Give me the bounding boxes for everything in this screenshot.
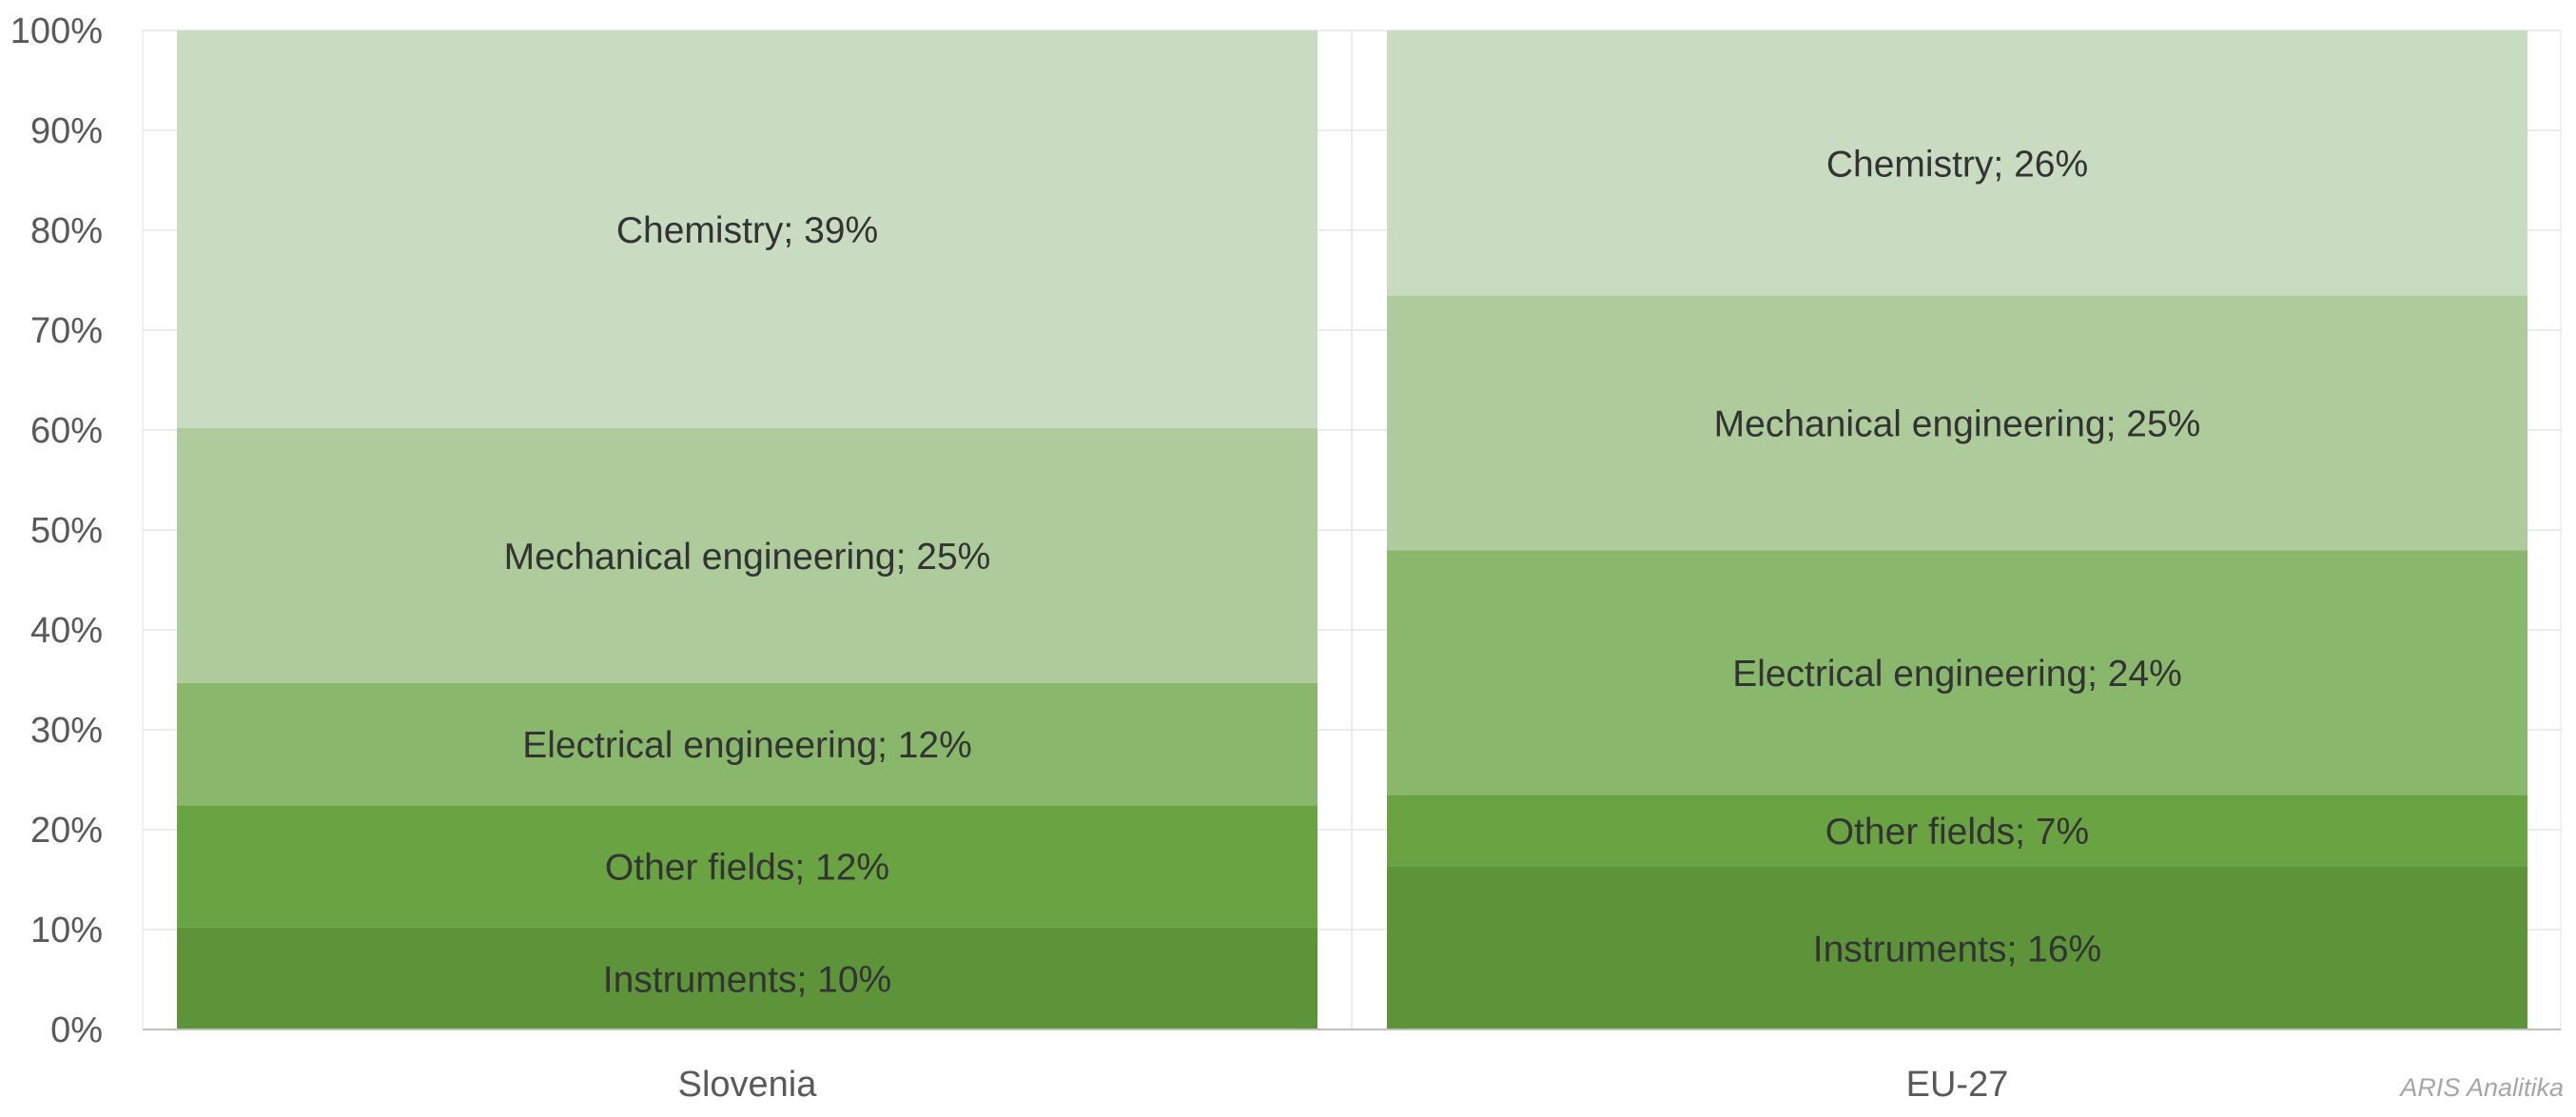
bar-segment (177, 805, 1317, 928)
data-label: Other fields; 7% (1825, 812, 2089, 852)
x-tick-label: EU-27 (1906, 1065, 2009, 1105)
y-tick-label: 50% (30, 511, 103, 551)
data-labels: Instruments; 10% Other fields; 12% Electri… (504, 144, 2201, 1000)
y-axis: 0% 10% 20% 30% 40% 50% 60% 70% 80% 90% 100% (10, 11, 103, 1050)
bar-segment (177, 427, 1317, 683)
data-label: Mechanical engineering; 25% (504, 537, 991, 578)
data-label: Chemistry; 39% (616, 210, 878, 251)
data-label: Chemistry; 26% (1826, 144, 2088, 185)
bars (177, 30, 2527, 1029)
data-label: Electrical engineering; 24% (1732, 654, 2182, 695)
bar-segment (177, 30, 1317, 428)
y-tick-label: 70% (30, 311, 103, 351)
bar-segment (177, 682, 1317, 806)
bar-segment (1387, 295, 2527, 551)
y-tick-label: 90% (30, 111, 103, 151)
bar-segment (1387, 550, 2527, 795)
bar-segment (1387, 866, 2527, 1029)
bar-segment (177, 927, 1317, 1029)
bar-segment (1387, 794, 2527, 867)
data-label: Electrical engineering; 12% (522, 725, 972, 766)
bar-segment (1387, 30, 2527, 296)
data-label: Mechanical engineering; 25% (1714, 404, 2201, 445)
data-label: Other fields; 12% (605, 848, 889, 889)
y-tick-label: 20% (30, 811, 103, 851)
x-tick-label: Slovenia (678, 1065, 818, 1105)
data-label: Instruments; 10% (603, 959, 891, 1000)
y-tick-label: 30% (30, 711, 103, 751)
data-label: Instruments; 16% (1813, 929, 2101, 970)
y-tick-label: 100% (10, 11, 103, 51)
x-axis: Slovenia EU-27 (143, 1029, 2561, 1105)
y-tick-label: 60% (30, 411, 103, 451)
y-tick-label: 10% (30, 911, 103, 950)
watermark: ARIS Analitika (2398, 1073, 2564, 1102)
y-tick-label: 0% (50, 1010, 103, 1050)
y-tick-label: 80% (30, 211, 103, 251)
y-tick-label: 40% (30, 611, 103, 651)
